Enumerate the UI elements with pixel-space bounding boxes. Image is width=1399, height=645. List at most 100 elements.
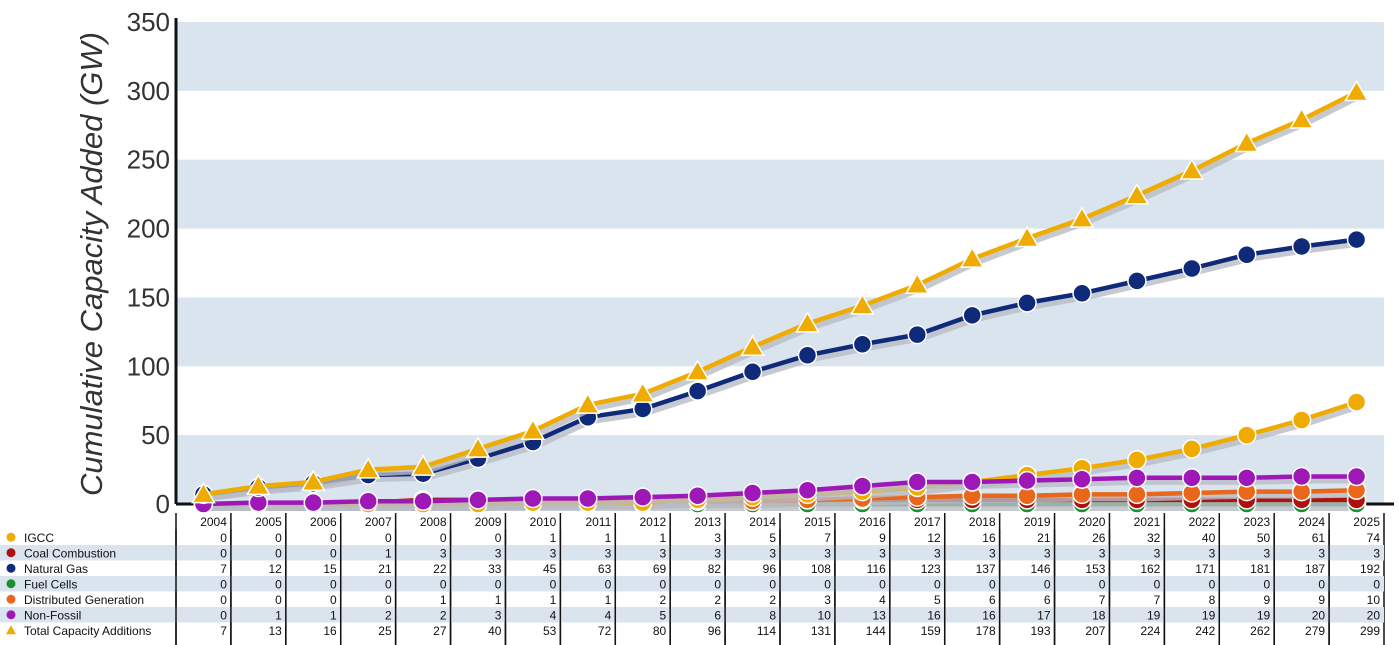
table-cell: 2 (385, 608, 392, 622)
table-year-header: 2025 (1353, 515, 1380, 529)
table-cell: 0 (824, 577, 831, 591)
data-point (1072, 469, 1092, 489)
table-cell: 146 (1031, 562, 1051, 576)
table-year-header: 2011 (585, 515, 611, 529)
data-point (1236, 468, 1257, 488)
table-cell: 123 (921, 562, 941, 576)
data-point (962, 305, 982, 326)
table-cell: 3 (1263, 546, 1270, 560)
table-cell: 7 (1154, 593, 1161, 607)
table-cell: 5 (659, 608, 666, 622)
table-cell: 16 (982, 531, 996, 545)
data-point (904, 272, 930, 295)
table-cell: 0 (385, 593, 392, 607)
data-point (355, 457, 381, 479)
table-cell: 80 (653, 624, 667, 638)
table-cell: 0 (220, 608, 227, 622)
table-cell: 3 (1099, 546, 1106, 560)
table-cell: 15 (323, 562, 337, 576)
data-point (1127, 484, 1147, 505)
data-point (852, 334, 873, 355)
table-cell: 0 (1373, 577, 1380, 591)
table-cell: 0 (714, 577, 721, 591)
table-cell: 1 (330, 608, 337, 622)
table-cell: 1 (495, 593, 502, 607)
y-tick-label: 150 (127, 282, 170, 312)
legend-label: Distributed Generation (24, 593, 144, 607)
table-cell: 6 (714, 608, 721, 622)
table-year-header: 2018 (969, 515, 996, 529)
table-cell: 96 (763, 562, 777, 576)
table-cell: 74 (1367, 531, 1381, 545)
table-cell: 1 (605, 531, 612, 545)
data-point (1236, 244, 1257, 265)
table-year-header: 2006 (310, 515, 337, 529)
table-cell: 3 (659, 546, 666, 560)
table-cell: 96 (708, 624, 722, 638)
grid-band (176, 22, 1384, 91)
legend-marker (6, 579, 16, 589)
y-axis-label: Cumulative Capacity Added (GW) (74, 32, 109, 496)
table-cell: 3 (879, 546, 886, 560)
table-cell: 4 (605, 608, 612, 622)
table-year-header: 2023 (1243, 515, 1270, 529)
legend-marker (6, 594, 16, 604)
table-cell: 7 (1099, 593, 1106, 607)
data-point (413, 491, 433, 511)
table-cell: 2 (714, 593, 721, 607)
table-cell: 0 (385, 577, 392, 591)
data-point (959, 246, 985, 268)
series-total-capacity-additions (191, 79, 1369, 504)
table-cell: 3 (769, 546, 776, 560)
series-lines (191, 79, 1369, 514)
table-cell: 21 (378, 562, 392, 576)
table-cell: 25 (378, 624, 392, 638)
table-year-header: 2012 (639, 515, 666, 529)
data-point (358, 491, 378, 511)
table-cell: 3 (714, 546, 721, 560)
table-cell: 1 (440, 593, 447, 607)
table-cell: 3 (1209, 546, 1216, 560)
data-point (687, 381, 708, 401)
table-cell: 50 (1257, 531, 1271, 545)
table-cell: 0 (385, 531, 392, 545)
table-cell: 0 (495, 531, 502, 545)
data-point (742, 362, 763, 382)
table-cell: 17 (1037, 608, 1051, 622)
table-cell: 7 (824, 531, 831, 545)
data-table: 2004 2005 2006 2007 2008 2009 2010 2011 2012 2013… (0, 513, 1385, 645)
y-tick-label: 50 (141, 420, 170, 450)
table-cell: 116 (867, 562, 886, 576)
data-point (1346, 392, 1367, 412)
table-cell: 0 (605, 577, 612, 591)
table-cell: 192 (1360, 562, 1380, 576)
legend-label: IGCC (24, 531, 54, 545)
table-cell: 193 (1031, 624, 1051, 638)
table-cell: 0 (879, 577, 886, 591)
grid-band (176, 159, 1384, 229)
y-tick-label: 350 (127, 7, 170, 37)
table-cell: 0 (769, 577, 776, 591)
table-cell: 13 (872, 608, 886, 622)
data-point (1017, 470, 1037, 491)
table-cell: 3 (1373, 546, 1380, 560)
data-point (1291, 466, 1312, 487)
table-cell: 3 (934, 546, 941, 560)
data-point (520, 418, 546, 441)
table-cell: 1 (275, 608, 282, 622)
table-cell: 3 (495, 608, 502, 622)
table-row-band (0, 545, 1384, 561)
table-row-band (0, 576, 1384, 592)
table-cell: 4 (550, 608, 557, 622)
table-year-header: 2015 (804, 515, 831, 529)
table-cell: 0 (330, 531, 337, 545)
data-point (578, 488, 598, 509)
table-cell: 6 (1044, 593, 1051, 607)
table-year-header: 2024 (1298, 515, 1325, 529)
series-shadow (206, 240, 1360, 502)
table-year-header: 2019 (1024, 515, 1051, 529)
table-cell: 159 (921, 624, 941, 638)
table-cell: 1 (385, 546, 392, 560)
data-point (523, 488, 543, 509)
y-tick-label: 300 (127, 76, 170, 106)
